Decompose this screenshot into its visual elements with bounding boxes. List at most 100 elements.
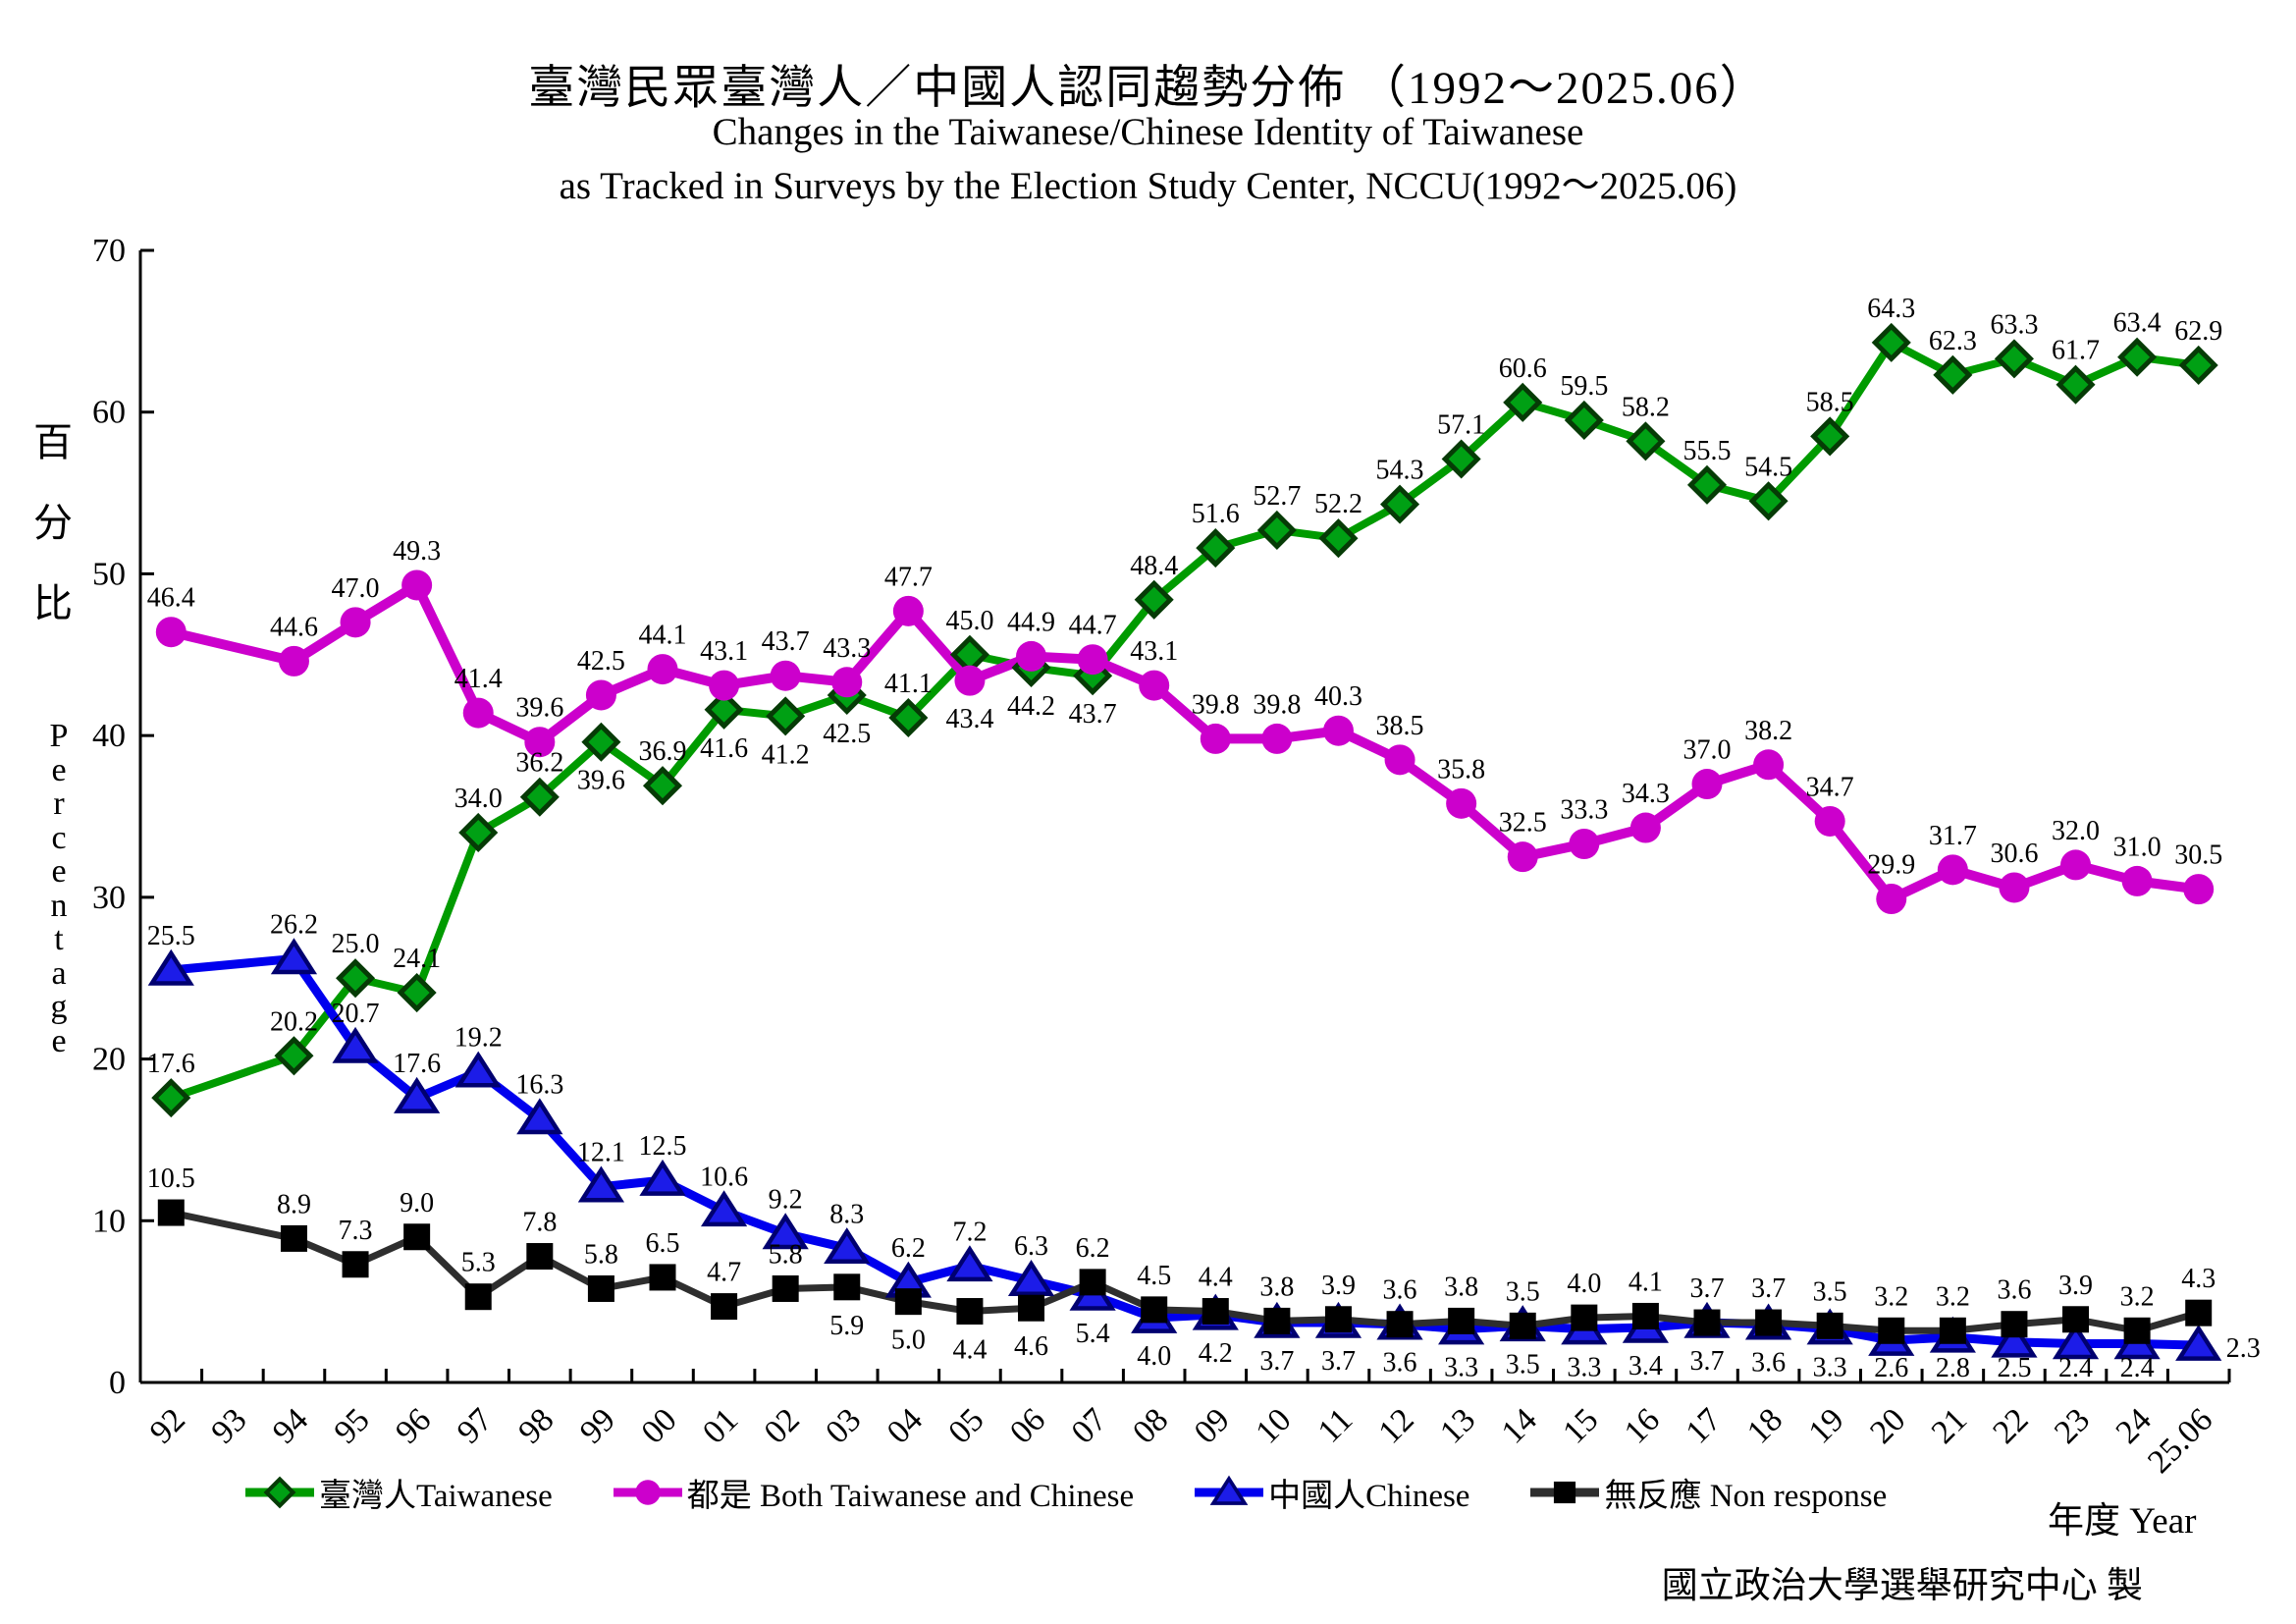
svg-text:3.7: 3.7 <box>1751 1273 1786 1304</box>
y-axis-label-char: e <box>51 853 67 890</box>
svg-text:22: 22 <box>1986 1401 2035 1450</box>
svg-text:17.6: 17.6 <box>147 1049 195 1079</box>
svg-text:42.5: 42.5 <box>577 646 625 677</box>
svg-text:3.3: 3.3 <box>1444 1353 1478 1383</box>
legend-marker-square <box>1530 1481 1600 1504</box>
svg-text:54.3: 54.3 <box>1376 456 1424 486</box>
svg-text:10.6: 10.6 <box>700 1162 748 1192</box>
svg-text:3.3: 3.3 <box>1567 1353 1601 1383</box>
svg-text:5.8: 5.8 <box>769 1239 803 1270</box>
svg-text:4.0: 4.0 <box>1567 1269 1601 1299</box>
svg-text:24.1: 24.1 <box>393 944 441 974</box>
svg-text:08: 08 <box>1126 1401 1175 1450</box>
svg-text:4.1: 4.1 <box>1629 1267 1663 1297</box>
svg-text:3.2: 3.2 <box>1936 1281 1970 1312</box>
svg-text:63.3: 63.3 <box>1990 309 2038 340</box>
svg-text:92: 92 <box>143 1401 192 1450</box>
svg-text:2.8: 2.8 <box>1936 1353 1970 1383</box>
svg-text:14: 14 <box>1495 1401 1544 1450</box>
y-axis-label-char: P <box>49 718 69 754</box>
svg-text:42.5: 42.5 <box>823 719 871 749</box>
legend-item-square: 無反應 Non response <box>1528 1469 1887 1516</box>
legend-label: 臺灣人Taiwanese <box>319 1479 553 1514</box>
legend-marker-diamond <box>245 1476 314 1509</box>
svg-text:18: 18 <box>1740 1401 1789 1450</box>
svg-text:4.2: 4.2 <box>1199 1338 1233 1369</box>
svg-text:30.5: 30.5 <box>2174 840 2222 871</box>
svg-text:25.0: 25.0 <box>332 929 380 959</box>
svg-text:93: 93 <box>204 1401 253 1450</box>
svg-text:3.6: 3.6 <box>1751 1348 1786 1379</box>
svg-text:03: 03 <box>819 1401 868 1450</box>
legend: 臺灣人Taiwanese 都是 Both Taiwanese and Chines… <box>243 1469 1887 1516</box>
svg-text:39.6: 39.6 <box>577 766 625 796</box>
svg-text:50: 50 <box>92 556 126 592</box>
svg-text:43.1: 43.1 <box>700 636 748 667</box>
svg-text:9.2: 9.2 <box>769 1184 803 1215</box>
svg-text:48.4: 48.4 <box>1130 551 1178 581</box>
svg-text:5.8: 5.8 <box>584 1239 618 1270</box>
svg-text:10.5: 10.5 <box>147 1164 195 1194</box>
svg-text:43.7: 43.7 <box>762 626 810 657</box>
svg-text:3.5: 3.5 <box>1813 1276 1847 1307</box>
legend-label: 中國人Chinese <box>1268 1479 1470 1514</box>
svg-text:7.3: 7.3 <box>339 1216 373 1246</box>
svg-text:3.9: 3.9 <box>2058 1271 2093 1301</box>
svg-text:32.0: 32.0 <box>2052 816 2100 846</box>
svg-text:41.6: 41.6 <box>700 733 748 764</box>
svg-text:06: 06 <box>1003 1401 1052 1450</box>
legend-label: 無反應 Non response <box>1604 1479 1888 1514</box>
svg-text:33.3: 33.3 <box>1560 795 1608 826</box>
legend-marker-circle <box>613 1480 682 1505</box>
svg-text:7.8: 7.8 <box>522 1208 557 1238</box>
svg-text:19.2: 19.2 <box>454 1023 503 1054</box>
svg-text:52.7: 52.7 <box>1253 481 1301 512</box>
svg-text:36.2: 36.2 <box>515 748 563 779</box>
svg-text:10: 10 <box>92 1203 126 1239</box>
svg-text:3.8: 3.8 <box>1444 1272 1478 1302</box>
svg-text:19: 19 <box>1802 1401 1851 1450</box>
svg-text:3.6: 3.6 <box>1997 1275 2031 1306</box>
legend-item-circle: 都是 Both Taiwanese and Chinese <box>612 1469 1134 1516</box>
y-tick-labels: 0 10 20 30 40 50 60 70 <box>92 233 126 1401</box>
source-credit: 國立政治大學選舉研究中心 製 <box>1661 1566 2143 1606</box>
svg-text:3.7: 3.7 <box>1321 1346 1356 1377</box>
svg-text:44.9: 44.9 <box>1007 607 1055 637</box>
svg-text:45.0: 45.0 <box>945 606 993 636</box>
svg-text:46.4: 46.4 <box>147 583 195 614</box>
y-axis-label-char: a <box>51 954 67 992</box>
y-axis-label-char: r <box>53 785 65 822</box>
svg-text:63.4: 63.4 <box>2113 308 2162 339</box>
svg-text:43.3: 43.3 <box>823 633 871 664</box>
svg-text:2.4: 2.4 <box>2058 1353 2093 1383</box>
svg-text:44.2: 44.2 <box>1007 691 1055 722</box>
y-axis-label-zh: 百分比 <box>26 403 80 644</box>
svg-text:04: 04 <box>881 1401 930 1450</box>
svg-text:43.4: 43.4 <box>945 704 993 734</box>
y-axis-label-char: 比 <box>33 581 73 625</box>
svg-text:60: 60 <box>92 395 126 431</box>
svg-text:51.6: 51.6 <box>1192 499 1240 529</box>
svg-text:12.1: 12.1 <box>577 1138 625 1168</box>
svg-text:26.2: 26.2 <box>270 909 318 940</box>
series-markers-diamond <box>151 322 2218 1118</box>
svg-text:61.7: 61.7 <box>2052 336 2100 366</box>
svg-text:3.3: 3.3 <box>1813 1353 1847 1383</box>
svg-text:20: 20 <box>92 1042 126 1078</box>
series-markers-circle <box>155 569 2215 915</box>
svg-text:4.4: 4.4 <box>1199 1263 1233 1293</box>
svg-text:34.0: 34.0 <box>454 784 503 814</box>
y-axis-label-char: 百 <box>33 420 73 464</box>
svg-text:3.4: 3.4 <box>1629 1351 1663 1381</box>
svg-text:54.5: 54.5 <box>1744 452 1792 482</box>
svg-text:34.7: 34.7 <box>1806 772 1854 802</box>
svg-text:59.5: 59.5 <box>1560 371 1608 402</box>
svg-text:8.9: 8.9 <box>277 1189 311 1219</box>
svg-text:41.2: 41.2 <box>762 739 810 770</box>
svg-text:0: 0 <box>109 1365 126 1401</box>
svg-text:36.9: 36.9 <box>639 736 687 767</box>
svg-text:97: 97 <box>451 1401 500 1450</box>
svg-text:5.3: 5.3 <box>461 1248 496 1278</box>
svg-text:49.3: 49.3 <box>393 536 441 567</box>
svg-text:98: 98 <box>511 1401 561 1450</box>
